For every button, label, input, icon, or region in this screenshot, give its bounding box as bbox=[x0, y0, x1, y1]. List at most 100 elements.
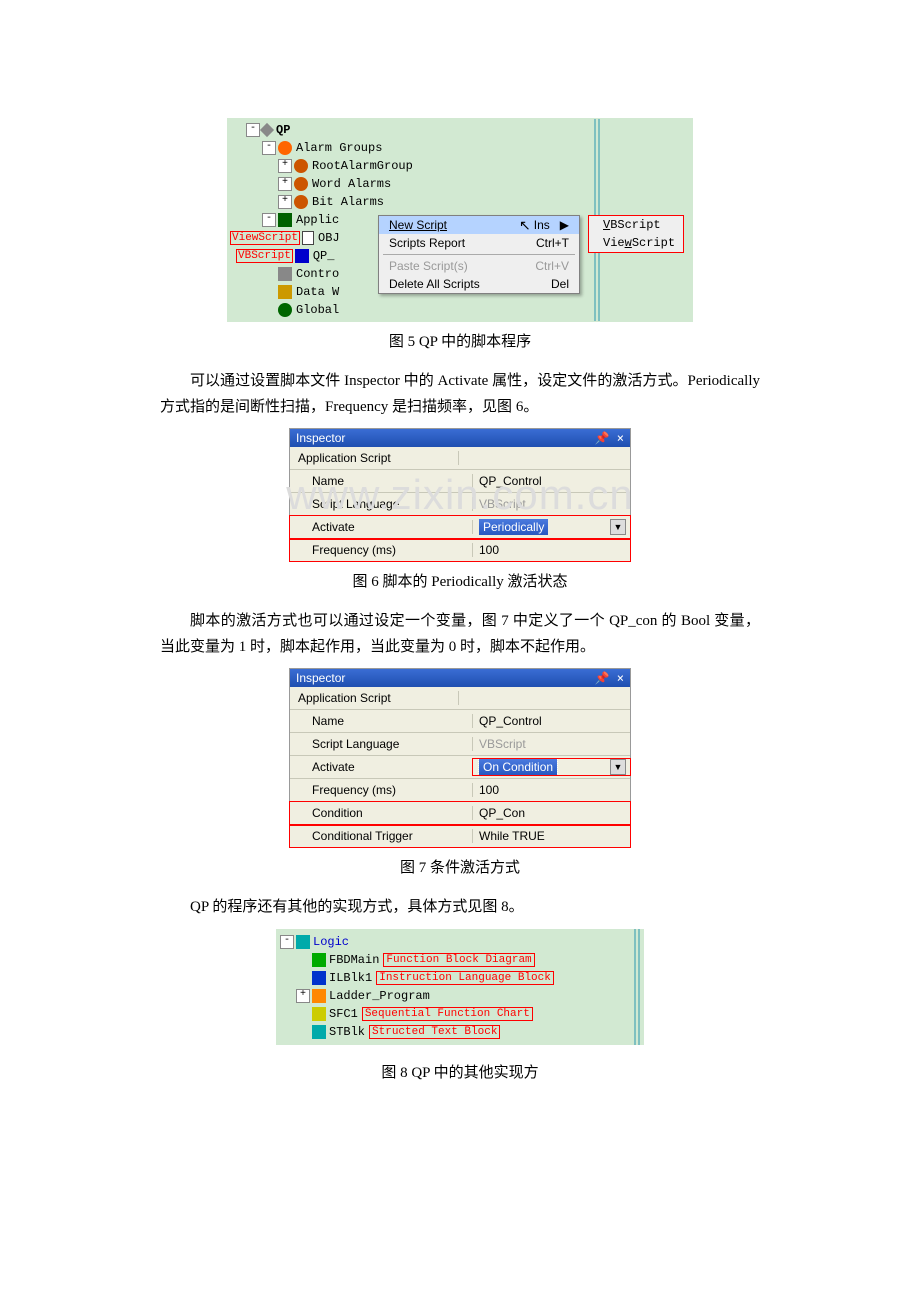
inspector-label: Script Language bbox=[290, 497, 473, 511]
logic-icon bbox=[296, 935, 310, 949]
pin-close-icons[interactable]: 📌 × bbox=[595, 671, 624, 685]
logic-node[interactable]: STBlk bbox=[329, 1025, 365, 1039]
pin-close-icons[interactable]: 📌 × bbox=[595, 431, 624, 445]
inspector-title-bar: Inspector 📌 × bbox=[290, 429, 630, 447]
paragraph-2: 脚本的激活方式也可以通过设定一个变量，图 7 中定义了一个 QP_con 的 B… bbox=[160, 609, 760, 660]
red-annotation: Function Block Diagram bbox=[383, 953, 534, 967]
menu-scripts-report[interactable]: Scripts Report Ctrl+T bbox=[379, 234, 579, 252]
tree-node[interactable]: Applic bbox=[296, 213, 339, 227]
tree-node[interactable]: Word Alarms bbox=[312, 177, 391, 191]
inspector-label: Frequency (ms) bbox=[290, 783, 473, 797]
inspector-label: Activate bbox=[290, 520, 473, 534]
diamond-icon bbox=[260, 123, 274, 137]
inspector-value[interactable]: 100 bbox=[473, 783, 630, 797]
il-icon bbox=[312, 971, 326, 985]
shortcut-label: Ctrl+V bbox=[535, 259, 569, 273]
collapse-icon[interactable]: - bbox=[262, 141, 276, 155]
collapse-icon[interactable]: - bbox=[246, 123, 260, 137]
inspector-label: Activate bbox=[290, 760, 473, 774]
tree-node[interactable]: OBJ bbox=[318, 231, 340, 245]
ladder-icon bbox=[312, 989, 326, 1003]
folder-icon bbox=[278, 213, 292, 227]
expand-icon[interactable]: + bbox=[296, 989, 310, 1003]
inspector-label: Condition bbox=[290, 806, 473, 820]
submenu: VVBScriptBScript ViewScript bbox=[588, 215, 684, 253]
figure-6-caption: 图 6 脚本的 Periodically 激活状态 bbox=[160, 570, 760, 591]
dropdown-arrow-icon[interactable]: ▼ bbox=[610, 759, 626, 775]
tree-view: - QP - Alarm Groups + RootAlarmGroup + bbox=[227, 118, 693, 322]
shortcut-label: Del bbox=[551, 277, 569, 291]
inspector-panel: Inspector 📌 × Application Script NameQP_… bbox=[289, 668, 631, 848]
inspector-value[interactable]: QP_Con bbox=[473, 806, 630, 820]
red-label: ViewScript bbox=[230, 231, 300, 245]
context-menu: New Script Ins ▶ Scripts Report Ctrl+T P… bbox=[378, 215, 580, 294]
inspector-value[interactable]: 100 bbox=[473, 543, 630, 557]
cursor-icon: ↖ bbox=[519, 217, 531, 234]
inspector-label: Script Language bbox=[290, 737, 473, 751]
inspector-label: Frequency (ms) bbox=[290, 543, 473, 557]
logic-tree: - Logic FBDMain Function Block Diagram I… bbox=[276, 929, 644, 1045]
figure-7: Inspector 📌 × Application Script NameQP_… bbox=[160, 668, 760, 848]
paragraph-3: QP 的程序还有其他的实现方式，具体方式见图 8。 bbox=[160, 895, 760, 921]
clock-icon bbox=[294, 195, 308, 209]
vb-icon bbox=[295, 249, 309, 263]
sfc-icon bbox=[312, 1007, 326, 1021]
tree-node[interactable]: Alarm Groups bbox=[296, 141, 382, 155]
arrow-right-icon: ▶ bbox=[560, 218, 569, 232]
tree-node[interactable]: QP_ bbox=[313, 249, 335, 263]
inspector-section: Application Script bbox=[290, 691, 459, 705]
inspector-title: Inspector bbox=[296, 431, 345, 445]
paragraph-1: 可以通过设置脚本文件 Inspector 中的 Activate 属性，设定文件… bbox=[160, 369, 760, 420]
logic-node[interactable]: SFC1 bbox=[329, 1007, 358, 1021]
tree-node[interactable]: Contro bbox=[296, 267, 339, 281]
figure-6: Inspector 📌 × Application Script NameQP_… bbox=[160, 428, 760, 562]
collapse-icon[interactable]: - bbox=[280, 935, 294, 949]
logic-node[interactable]: Ladder_Program bbox=[329, 989, 430, 1003]
red-annotation: Instruction Language Block bbox=[376, 971, 554, 985]
inspector-panel: Inspector 📌 × Application Script NameQP_… bbox=[289, 428, 631, 562]
tree-node[interactable]: RootAlarmGroup bbox=[312, 159, 413, 173]
logic-node[interactable]: FBDMain bbox=[329, 953, 379, 967]
inspector-value[interactable]: While TRUE bbox=[473, 829, 630, 843]
clock-icon bbox=[294, 177, 308, 191]
collapse-icon[interactable]: - bbox=[262, 213, 276, 227]
figure-5: - QP - Alarm Groups + RootAlarmGroup + bbox=[160, 118, 760, 322]
activate-dropdown[interactable]: Periodically▼ bbox=[473, 519, 630, 535]
red-annotation: Sequential Function Chart bbox=[362, 1007, 533, 1021]
figure-5-caption: 图 5 QP 中的脚本程序 bbox=[160, 330, 760, 351]
inspector-value: VBScript bbox=[473, 737, 630, 751]
doc-icon bbox=[302, 231, 314, 245]
submenu-vbscript[interactable]: VVBScriptBScript bbox=[589, 216, 683, 234]
clock-icon bbox=[294, 159, 308, 173]
expand-icon[interactable]: + bbox=[278, 195, 292, 209]
stb-icon bbox=[312, 1025, 326, 1039]
expand-icon[interactable]: + bbox=[278, 177, 292, 191]
shortcut-label: Ins bbox=[534, 218, 550, 232]
inspector-value[interactable]: QP_Control bbox=[473, 474, 630, 488]
inspector-value[interactable]: QP_Control bbox=[473, 714, 630, 728]
tree-node[interactable]: Global bbox=[296, 303, 339, 317]
menu-delete-all[interactable]: Delete All Scripts Del bbox=[379, 275, 579, 293]
menu-new-script[interactable]: New Script Ins ▶ bbox=[379, 216, 579, 234]
db-icon bbox=[278, 285, 292, 299]
tree-node[interactable]: Bit Alarms bbox=[312, 195, 384, 209]
red-annotation: Structed Text Block bbox=[369, 1025, 500, 1039]
globe-icon bbox=[278, 303, 292, 317]
activate-dropdown[interactable]: On Condition▼ bbox=[473, 759, 630, 775]
dropdown-arrow-icon[interactable]: ▼ bbox=[610, 519, 626, 535]
shortcut-label: Ctrl+T bbox=[536, 236, 569, 250]
expand-icon[interactable]: + bbox=[278, 159, 292, 173]
tree-node[interactable]: Data W bbox=[296, 285, 339, 299]
clock-icon bbox=[278, 141, 292, 155]
submenu-viewscript[interactable]: ViewScript bbox=[589, 234, 683, 252]
menu-paste[interactable]: Paste Script(s) Ctrl+V bbox=[379, 257, 579, 275]
inspector-label: Conditional Trigger bbox=[290, 829, 473, 843]
figure-8: - Logic FBDMain Function Block Diagram I… bbox=[160, 929, 760, 1045]
figure-8-caption: 图 8 QP 中的其他实现方 bbox=[160, 1061, 760, 1082]
logic-node[interactable]: ILBlk1 bbox=[329, 971, 372, 985]
logic-root[interactable]: Logic bbox=[313, 935, 349, 949]
inspector-section: Application Script bbox=[290, 451, 459, 465]
inspector-title-bar: Inspector 📌 × bbox=[290, 669, 630, 687]
inspector-title: Inspector bbox=[296, 671, 345, 685]
inspector-value: VBScript bbox=[473, 497, 630, 511]
